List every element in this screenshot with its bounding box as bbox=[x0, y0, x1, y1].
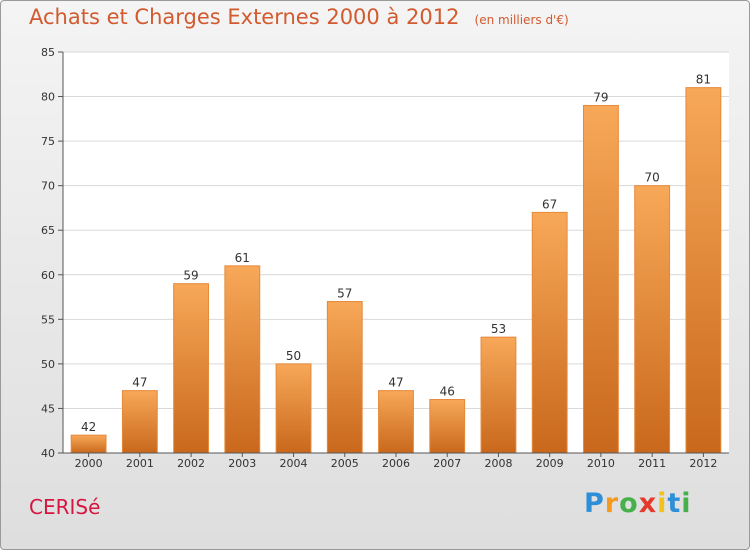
logo-letter: i bbox=[657, 488, 668, 519]
data-label: 47 bbox=[132, 376, 147, 390]
data-label: 47 bbox=[388, 376, 403, 390]
bar bbox=[121, 390, 158, 454]
proxiti-logo: Proxiti bbox=[584, 488, 692, 519]
data-label: 42 bbox=[81, 420, 96, 434]
bar bbox=[326, 301, 363, 454]
data-label: 53 bbox=[491, 322, 506, 336]
logo-letter: P bbox=[584, 488, 605, 519]
bar bbox=[531, 211, 568, 454]
x-tick-label: 2002 bbox=[177, 457, 205, 470]
x-tick-label: 2005 bbox=[331, 457, 359, 470]
x-tick-label: 2012 bbox=[689, 457, 717, 470]
y-tick-label: 40 bbox=[41, 447, 55, 460]
bar bbox=[634, 185, 671, 454]
bar bbox=[173, 283, 209, 454]
x-tick-label: 2001 bbox=[126, 457, 154, 470]
data-label: 57 bbox=[337, 287, 352, 301]
y-tick-label: 50 bbox=[41, 358, 55, 371]
data-label: 70 bbox=[645, 171, 660, 185]
title-unit: (en milliers d'€) bbox=[474, 13, 569, 27]
x-tick-label: 2006 bbox=[382, 457, 410, 470]
x-tick-label: 2004 bbox=[280, 457, 308, 470]
chart-title: Achats et Charges Externes 2000 à 2012 (… bbox=[29, 5, 569, 29]
title-main: Achats et Charges Externes 2000 à 2012 bbox=[29, 5, 460, 29]
bar bbox=[685, 87, 722, 454]
logo-letter: r bbox=[604, 488, 620, 519]
x-tick-label: 2009 bbox=[536, 457, 564, 470]
x-tick-label: 2007 bbox=[433, 457, 461, 470]
bar bbox=[583, 104, 619, 454]
y-tick-label: 85 bbox=[41, 46, 55, 59]
logo-letter: t bbox=[667, 488, 682, 519]
y-tick-label: 80 bbox=[41, 91, 55, 104]
logo-letter: x bbox=[638, 488, 658, 519]
data-label: 81 bbox=[696, 73, 711, 87]
x-tick-label: 2000 bbox=[75, 457, 103, 470]
bar bbox=[480, 336, 517, 454]
x-tick-label: 2003 bbox=[228, 457, 256, 470]
logo-letter: o bbox=[619, 488, 639, 519]
data-label: 46 bbox=[440, 385, 455, 399]
data-label: 61 bbox=[235, 251, 250, 265]
logo-letter: i bbox=[681, 488, 692, 519]
y-tick-label: 45 bbox=[41, 402, 55, 415]
data-label: 59 bbox=[183, 269, 198, 283]
y-tick-label: 75 bbox=[41, 135, 55, 148]
bar bbox=[275, 363, 312, 454]
bar bbox=[429, 399, 466, 454]
bar bbox=[70, 434, 107, 454]
y-tick-label: 65 bbox=[41, 224, 55, 237]
bar bbox=[378, 390, 414, 454]
data-label: 50 bbox=[286, 349, 301, 363]
bar bbox=[224, 265, 261, 454]
y-tick-label: 70 bbox=[41, 180, 55, 193]
data-label: 67 bbox=[542, 197, 557, 211]
commune-name: CERISé bbox=[29, 495, 101, 519]
y-tick-label: 55 bbox=[41, 313, 55, 326]
x-tick-label: 2008 bbox=[484, 457, 512, 470]
axis-layer: 40 45 50 55 60 65 70 75 80 85 2000 2001 2002 2003 2004… bbox=[41, 46, 729, 470]
data-label: 79 bbox=[593, 90, 608, 104]
x-tick-label: 2011 bbox=[638, 457, 666, 470]
y-tick-label: 60 bbox=[41, 269, 55, 282]
x-tick-label: 2010 bbox=[587, 457, 615, 470]
